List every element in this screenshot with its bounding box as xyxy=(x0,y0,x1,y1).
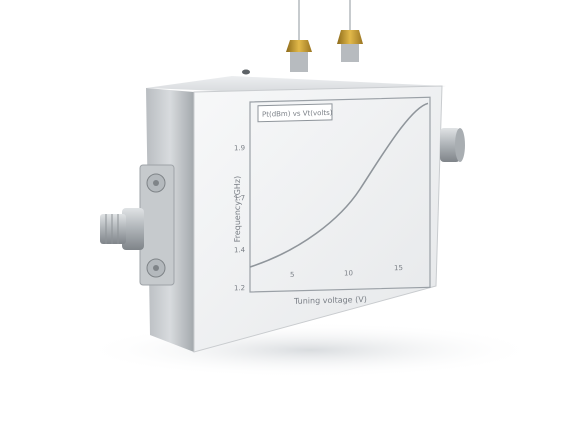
y-tick-2: 1.7 xyxy=(234,194,245,202)
left-sma-connector xyxy=(100,164,175,286)
box-front-face xyxy=(193,85,443,353)
y-tick-3: 1.4 xyxy=(234,246,246,254)
label-plot: Pt(dBm) vs Vt(volts) Frequency (GHz) Tun… xyxy=(233,96,431,306)
y-tick-4: 1.2 xyxy=(234,284,245,292)
top-hole xyxy=(242,69,250,75)
y-axis-label: Frequency (GHz) xyxy=(233,176,242,243)
plot-curve xyxy=(249,102,429,268)
legend-box xyxy=(257,103,333,123)
floor-shadow xyxy=(80,322,540,378)
x-tick-1: 5 xyxy=(290,271,294,279)
plot-frame xyxy=(249,96,431,293)
x-tick-2: 10 xyxy=(344,269,353,277)
left-feedthrough-pin xyxy=(286,0,312,72)
y-tick-1: 1.9 xyxy=(234,144,245,152)
right-sma-connector xyxy=(440,128,465,162)
x-axis-label: Tuning voltage (V) xyxy=(293,295,367,306)
x-tick-3: 15 xyxy=(394,264,403,272)
legend-text: Pt(dBm) vs Vt(volts) xyxy=(262,109,333,119)
right-feedthrough-pin xyxy=(337,0,363,62)
